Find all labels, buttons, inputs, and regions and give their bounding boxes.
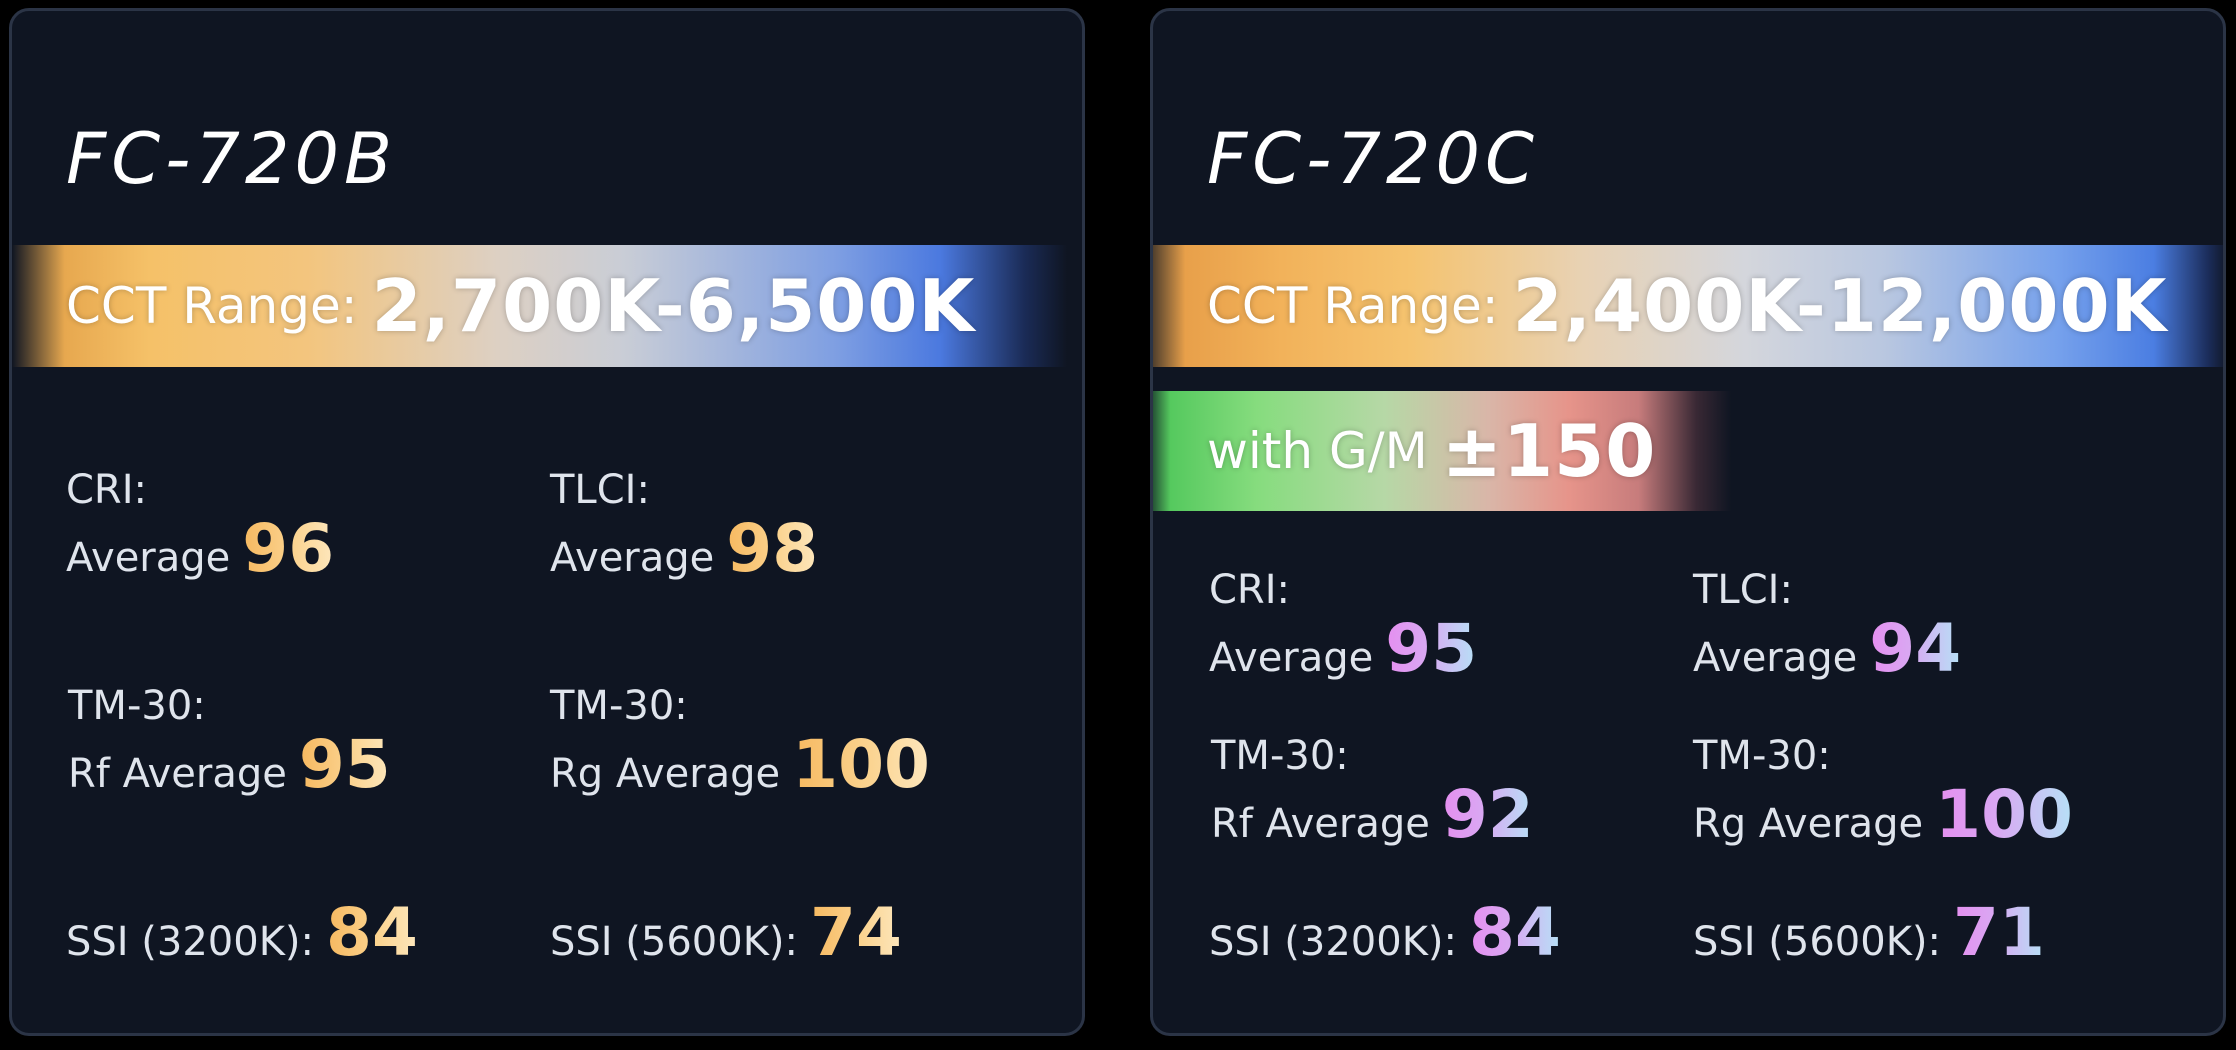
ssi-5600-value: 74 xyxy=(810,894,902,971)
tlci-label: TLCI: xyxy=(550,467,650,513)
cri-value: 95 xyxy=(1385,610,1478,687)
tm30-rf-label: TM-30: xyxy=(68,683,206,729)
cct-range-label: CCT Range: xyxy=(1207,277,1499,335)
tm30-rg-average-label: Rg Average xyxy=(550,751,781,797)
cri-average-label: Average xyxy=(66,535,231,581)
ssi-5600-stat: SSI (5600K): 74 xyxy=(550,894,902,971)
ssi-3200-value: 84 xyxy=(326,894,418,971)
gm-value: ±150 xyxy=(1441,409,1657,493)
gm-label: with G/M xyxy=(1207,422,1428,480)
tm30-rg-value: 100 xyxy=(792,726,930,803)
tlci-label: TLCI: xyxy=(1693,567,1793,613)
tlci-value: 94 xyxy=(1869,610,1962,687)
spec-card-fc-720b: FC-720B CCT Range: 2,700K-6,500K CRI: Av… xyxy=(9,8,1085,1036)
ssi-5600-value: 71 xyxy=(1953,894,2045,971)
tm30-rg-stat: TM-30: Rg Average 100 xyxy=(1693,729,2073,851)
tm30-rf-average-label: Rf Average xyxy=(68,751,287,797)
tm30-rf-value: 92 xyxy=(1441,776,1534,853)
tm30-rg-value: 100 xyxy=(1935,776,2073,853)
ssi-3200-label: SSI (3200K): xyxy=(1209,919,1458,965)
tm30-rg-stat: TM-30: Rg Average 100 xyxy=(550,679,930,801)
cct-range-band: CCT Range: 2,700K-6,500K xyxy=(12,245,1067,367)
ssi-3200-value: 84 xyxy=(1469,894,1561,971)
tlci-average-label: Average xyxy=(1693,635,1858,681)
cri-value: 96 xyxy=(242,510,335,587)
tm30-rg-average-label: Rg Average xyxy=(1693,801,1924,847)
cri-stat: CRI: Average 96 xyxy=(66,463,334,585)
cct-range-label: CCT Range: xyxy=(66,277,358,335)
cri-label: CRI: xyxy=(1209,567,1290,613)
tlci-stat: TLCI: Average 94 xyxy=(1693,563,1961,685)
tm30-rg-label: TM-30: xyxy=(1693,733,1831,779)
tm30-rf-label: TM-30: xyxy=(1211,733,1349,779)
cri-stat: CRI: Average 95 xyxy=(1209,563,1477,685)
ssi-3200-stat: SSI (3200K): 84 xyxy=(1209,894,1561,971)
model-title: FC-720C xyxy=(1207,118,1539,200)
cct-range-band: CCT Range: 2,400K-12,000K xyxy=(1153,245,2223,367)
tm30-rg-label: TM-30: xyxy=(550,683,688,729)
ssi-5600-label: SSI (5600K): xyxy=(550,919,799,965)
ssi-3200-stat: SSI (3200K): 84 xyxy=(66,894,418,971)
cct-range-value: 2,400K-12,000K xyxy=(1512,264,2168,348)
model-title: FC-720B xyxy=(66,118,398,200)
tm30-rf-value: 95 xyxy=(298,726,391,803)
cri-average-label: Average xyxy=(1209,635,1374,681)
ssi-5600-label: SSI (5600K): xyxy=(1693,919,1942,965)
ssi-5600-stat: SSI (5600K): 71 xyxy=(1693,894,2045,971)
tlci-stat: TLCI: Average 98 xyxy=(550,463,818,585)
tm30-rf-average-label: Rf Average xyxy=(1211,801,1430,847)
cri-label: CRI: xyxy=(66,467,147,513)
gm-band: with G/M ±150 xyxy=(1153,391,1731,511)
spec-card-fc-720c: FC-720C CCT Range: 2,400K-12,000K with G… xyxy=(1150,8,2226,1036)
tlci-value: 98 xyxy=(726,510,819,587)
tm30-rf-stat: TM-30: Rf Average 92 xyxy=(1211,729,1534,851)
ssi-3200-label: SSI (3200K): xyxy=(66,919,315,965)
cct-range-value: 2,700K-6,500K xyxy=(371,264,976,348)
tm30-rf-stat: TM-30: Rf Average 95 xyxy=(68,679,391,801)
tlci-average-label: Average xyxy=(550,535,715,581)
